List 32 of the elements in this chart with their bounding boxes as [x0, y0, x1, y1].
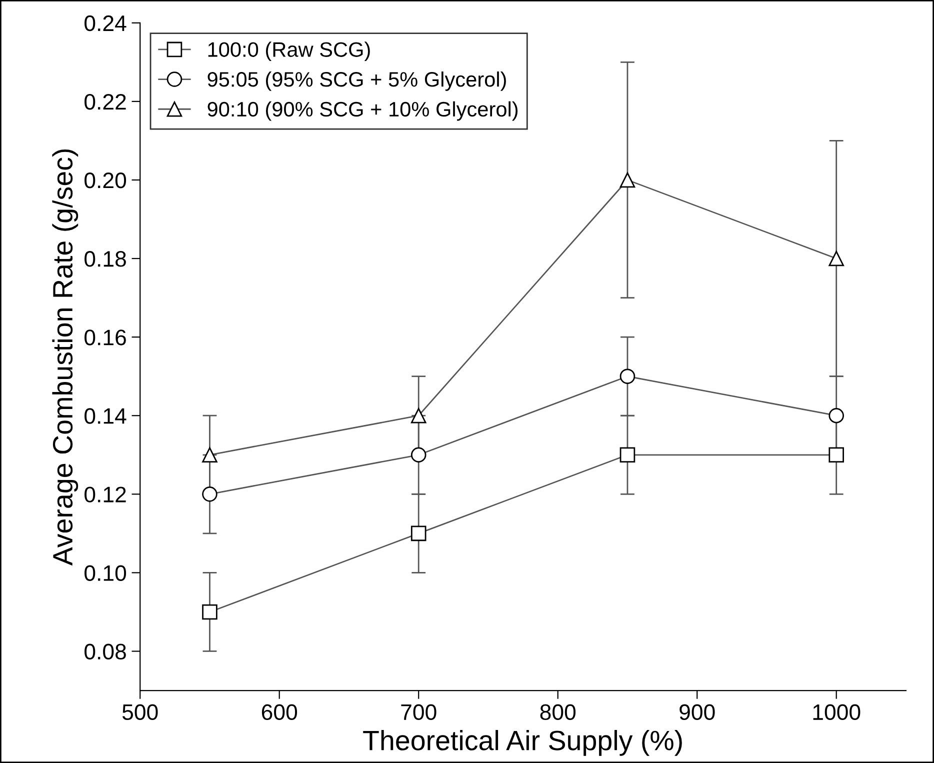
- x-tick-label: 700: [401, 704, 436, 720]
- point: [202, 486, 218, 502]
- point: [410, 447, 426, 463]
- point: [620, 368, 636, 384]
- y-tick-label: 0.16: [84, 330, 126, 346]
- x-axis-title: Theoretical Air Supply (%): [363, 730, 682, 756]
- point: [828, 408, 844, 424]
- y-tick-label: 0.08: [84, 644, 126, 660]
- x-tick-label: 500: [122, 704, 158, 720]
- point: [828, 250, 844, 266]
- y-tick-label: 0.10: [84, 565, 126, 581]
- point: [202, 604, 218, 620]
- y-tick-label: 0.12: [84, 486, 126, 502]
- legend-label: 95:05 (95% SCG + 5% Glycerol): [208, 71, 506, 91]
- x-tick-label: 900: [680, 704, 715, 720]
- legend-label: 90:10 (90% SCG + 10% Glycerol): [208, 101, 518, 121]
- point: [620, 172, 636, 188]
- x-tick-label: 600: [262, 704, 298, 720]
- y-axis-title: Average Combustion Rate (g/sec): [52, 149, 78, 566]
- point: [620, 447, 636, 463]
- y-tick-label: 0.18: [84, 251, 126, 267]
- y-tick-label: 0.20: [84, 172, 126, 188]
- legend-label: 100:0 (Raw SCG): [208, 42, 370, 62]
- x-tick-label: 800: [540, 704, 576, 720]
- y-tick-label: 0.14: [84, 408, 126, 424]
- point: [202, 447, 218, 463]
- point: [410, 526, 426, 542]
- point: [410, 408, 426, 424]
- point: [828, 447, 844, 463]
- x-tick-label: 1000: [813, 704, 860, 720]
- y-tick-label: 0.24: [84, 15, 126, 32]
- y-tick-label: 0.22: [84, 94, 126, 110]
